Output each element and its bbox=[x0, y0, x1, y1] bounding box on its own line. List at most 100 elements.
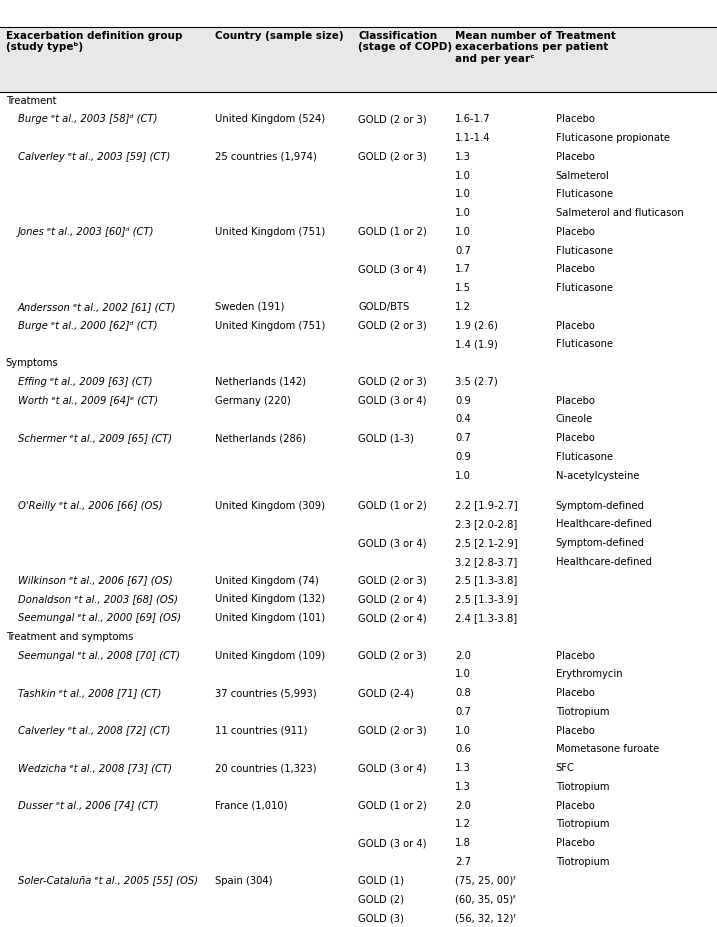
Text: Soler-Cataluña ᵉt al., 2005 [55] (OS): Soler-Cataluña ᵉt al., 2005 [55] (OS) bbox=[18, 875, 198, 884]
Text: 1.0: 1.0 bbox=[455, 470, 471, 480]
Text: GOLD (2 or 3): GOLD (2 or 3) bbox=[358, 376, 427, 387]
Text: Fluticasone: Fluticasone bbox=[556, 246, 613, 255]
Text: 2.5 [1.3-3.8]: 2.5 [1.3-3.8] bbox=[455, 575, 518, 585]
Text: Symptom-defined: Symptom-defined bbox=[556, 538, 645, 548]
Text: Calverley ᵉt al., 2003 [59] (CT): Calverley ᵉt al., 2003 [59] (CT) bbox=[18, 152, 171, 161]
Text: Erythromycin: Erythromycin bbox=[556, 668, 622, 679]
Text: GOLD (1 or 2): GOLD (1 or 2) bbox=[358, 500, 427, 510]
Text: GOLD (1-3): GOLD (1-3) bbox=[358, 433, 414, 442]
Text: 3.2 [2.8-3.7]: 3.2 [2.8-3.7] bbox=[455, 556, 518, 566]
Text: 1.3: 1.3 bbox=[455, 762, 471, 772]
Text: GOLD (3 or 4): GOLD (3 or 4) bbox=[358, 264, 427, 274]
Text: Donaldson ᵉt al., 2003 [68] (OS): Donaldson ᵉt al., 2003 [68] (OS) bbox=[18, 593, 178, 603]
Text: 0.9: 0.9 bbox=[455, 395, 471, 405]
Text: 1.0: 1.0 bbox=[455, 189, 471, 199]
Text: 2.7: 2.7 bbox=[455, 856, 471, 866]
Text: 2.3 [2.0-2.8]: 2.3 [2.0-2.8] bbox=[455, 519, 518, 528]
Text: 0.8: 0.8 bbox=[455, 687, 471, 697]
Text: Placebo: Placebo bbox=[556, 650, 594, 660]
Text: O'Reilly ᵉt al., 2006 [66] (OS): O'Reilly ᵉt al., 2006 [66] (OS) bbox=[18, 500, 163, 510]
Text: United Kingdom (751): United Kingdom (751) bbox=[215, 320, 326, 330]
Text: Sweden (191): Sweden (191) bbox=[215, 301, 285, 311]
Text: United Kingdom (74): United Kingdom (74) bbox=[215, 575, 319, 585]
Text: Classification
(stage of COPD): Classification (stage of COPD) bbox=[358, 31, 452, 52]
Text: (60, 35, 05)ᶠ: (60, 35, 05)ᶠ bbox=[455, 894, 516, 903]
Text: (75, 25, 00)ᶠ: (75, 25, 00)ᶠ bbox=[455, 875, 516, 884]
Text: Tiotropium: Tiotropium bbox=[556, 781, 609, 791]
Text: GOLD (2-4): GOLD (2-4) bbox=[358, 687, 414, 697]
Text: United Kingdom (751): United Kingdom (751) bbox=[215, 226, 326, 236]
Text: Tiotropium: Tiotropium bbox=[556, 819, 609, 829]
Text: 25 countries (1,974): 25 countries (1,974) bbox=[215, 152, 317, 161]
Text: Jones ᵉt al., 2003 [60]ᵈ (CT): Jones ᵉt al., 2003 [60]ᵈ (CT) bbox=[18, 226, 154, 236]
Text: United Kingdom (524): United Kingdom (524) bbox=[215, 114, 326, 124]
Bar bbox=[0, 28, 717, 93]
Text: Symptoms: Symptoms bbox=[6, 358, 59, 368]
Text: United Kingdom (109): United Kingdom (109) bbox=[215, 650, 326, 660]
Text: Effing ᵉt al., 2009 [63] (CT): Effing ᵉt al., 2009 [63] (CT) bbox=[18, 376, 153, 387]
Text: 1.0: 1.0 bbox=[455, 668, 471, 679]
Text: GOLD (2 or 3): GOLD (2 or 3) bbox=[358, 575, 427, 585]
Text: Wedzicha ᵉt al., 2008 [73] (CT): Wedzicha ᵉt al., 2008 [73] (CT) bbox=[18, 762, 172, 772]
Text: Exacerbation definition group
(study typeᵇ): Exacerbation definition group (study typ… bbox=[6, 31, 182, 52]
Text: 0.6: 0.6 bbox=[455, 743, 471, 754]
Text: GOLD/BTS: GOLD/BTS bbox=[358, 301, 409, 311]
Text: Healthcare-defined: Healthcare-defined bbox=[556, 556, 652, 566]
Text: 37 countries (5,993): 37 countries (5,993) bbox=[215, 687, 317, 697]
Text: GOLD (2 or 3): GOLD (2 or 3) bbox=[358, 152, 427, 161]
Text: Symptom-defined: Symptom-defined bbox=[556, 500, 645, 510]
Text: Placebo: Placebo bbox=[556, 837, 594, 847]
Text: 2.5 [1.3-3.9]: 2.5 [1.3-3.9] bbox=[455, 593, 518, 603]
Text: Healthcare-defined: Healthcare-defined bbox=[556, 519, 652, 528]
Text: GOLD (3 or 4): GOLD (3 or 4) bbox=[358, 762, 427, 772]
Text: 2.0: 2.0 bbox=[455, 650, 471, 660]
Text: GOLD (1 or 2): GOLD (1 or 2) bbox=[358, 226, 427, 236]
Text: 0.7: 0.7 bbox=[455, 246, 471, 255]
Text: 1.0: 1.0 bbox=[455, 208, 471, 218]
Text: 1.2: 1.2 bbox=[455, 819, 471, 829]
Text: Tashkin ᵉt al., 2008 [71] (CT): Tashkin ᵉt al., 2008 [71] (CT) bbox=[18, 687, 161, 697]
Text: Placebo: Placebo bbox=[556, 395, 594, 405]
Text: Placebo: Placebo bbox=[556, 114, 594, 124]
Text: 0.7: 0.7 bbox=[455, 706, 471, 716]
Text: GOLD (2 or 3): GOLD (2 or 3) bbox=[358, 650, 427, 660]
Text: 1.3: 1.3 bbox=[455, 781, 471, 791]
Text: Placebo: Placebo bbox=[556, 687, 594, 697]
Text: Treatment and symptoms: Treatment and symptoms bbox=[6, 631, 133, 641]
Text: 0.7: 0.7 bbox=[455, 433, 471, 442]
Text: Andersson ᵉt al., 2002 [61] (CT): Andersson ᵉt al., 2002 [61] (CT) bbox=[18, 301, 176, 311]
Text: GOLD (3): GOLD (3) bbox=[358, 912, 404, 922]
Text: Treatment: Treatment bbox=[6, 95, 56, 106]
Text: 2.0: 2.0 bbox=[455, 800, 471, 809]
Text: United Kingdom (309): United Kingdom (309) bbox=[215, 500, 325, 510]
Text: GOLD (2 or 3): GOLD (2 or 3) bbox=[358, 725, 427, 735]
Text: 1.0: 1.0 bbox=[455, 725, 471, 735]
Text: Placebo: Placebo bbox=[556, 725, 594, 735]
Text: GOLD (2 or 3): GOLD (2 or 3) bbox=[358, 114, 427, 124]
Text: Salmeterol: Salmeterol bbox=[556, 171, 609, 181]
Text: GOLD (2): GOLD (2) bbox=[358, 894, 404, 903]
Text: 1.7: 1.7 bbox=[455, 264, 471, 274]
Text: N-acetylcysteine: N-acetylcysteine bbox=[556, 470, 639, 480]
Text: Placebo: Placebo bbox=[556, 320, 594, 330]
Text: Mean number of
exacerbations per patient
and per yearᶜ: Mean number of exacerbations per patient… bbox=[455, 31, 609, 64]
Text: Fluticasone propionate: Fluticasone propionate bbox=[556, 133, 670, 143]
Text: Seemungal ᵉt al., 2008 [70] (CT): Seemungal ᵉt al., 2008 [70] (CT) bbox=[18, 650, 180, 660]
Text: 2.2 [1.9-2.7]: 2.2 [1.9-2.7] bbox=[455, 500, 518, 510]
Text: Tiotropium: Tiotropium bbox=[556, 856, 609, 866]
Text: 11 countries (911): 11 countries (911) bbox=[215, 725, 308, 735]
Text: GOLD (2 or 4): GOLD (2 or 4) bbox=[358, 593, 427, 603]
Text: 20 countries (1,323): 20 countries (1,323) bbox=[215, 762, 317, 772]
Text: Dusser ᵉt al., 2006 [74] (CT): Dusser ᵉt al., 2006 [74] (CT) bbox=[18, 800, 158, 809]
Text: SFC: SFC bbox=[556, 762, 574, 772]
Text: 1.8: 1.8 bbox=[455, 837, 471, 847]
Text: 1.5: 1.5 bbox=[455, 283, 471, 293]
Text: Cineole: Cineole bbox=[556, 413, 593, 424]
Text: Netherlands (286): Netherlands (286) bbox=[215, 433, 306, 442]
Text: GOLD (3 or 4): GOLD (3 or 4) bbox=[358, 395, 427, 405]
Text: 2.5 [2.1-2.9]: 2.5 [2.1-2.9] bbox=[455, 538, 518, 548]
Text: Placebo: Placebo bbox=[556, 800, 594, 809]
Text: Placebo: Placebo bbox=[556, 264, 594, 274]
Text: Schermer ᵉt al., 2009 [65] (CT): Schermer ᵉt al., 2009 [65] (CT) bbox=[18, 433, 172, 442]
Text: 1.3: 1.3 bbox=[455, 152, 471, 161]
